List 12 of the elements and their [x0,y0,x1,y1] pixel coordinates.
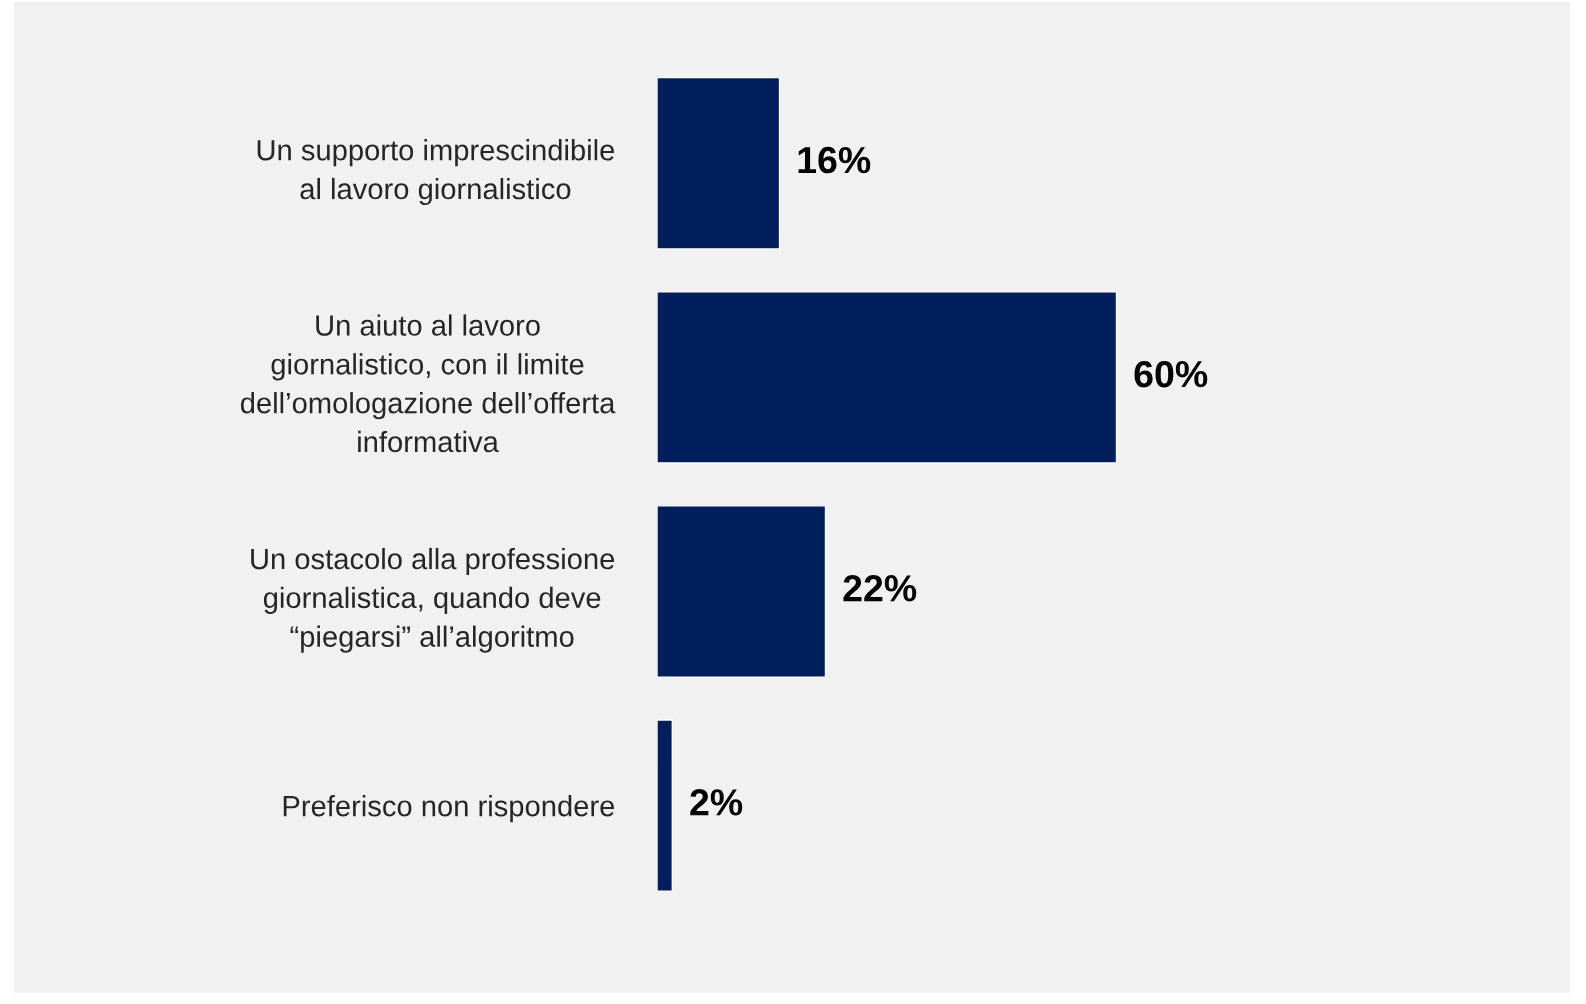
data-label: 16% [798,146,871,174]
data-label: 2% [690,789,743,816]
y-tick-label: Un aiuto al lavoro giornalistico, con il limite dell’omologazione dell’offerta informativa [240,314,616,453]
bar [657,719,674,892]
bar [657,505,827,678]
bar [657,76,781,250]
y-tick-label: Un supporto imprescindibile al lavoro giornalistico [257,139,615,206]
data-label: 22% [843,574,917,602]
y-tick-label: Preferisco non rispondere [283,795,615,823]
y-tick-label: Un ostacolo alla professione giornalistica, quando deve “piegarsi” all’algoritmo [251,547,615,653]
bar [657,291,1118,464]
data-label: 60% [1134,360,1208,388]
